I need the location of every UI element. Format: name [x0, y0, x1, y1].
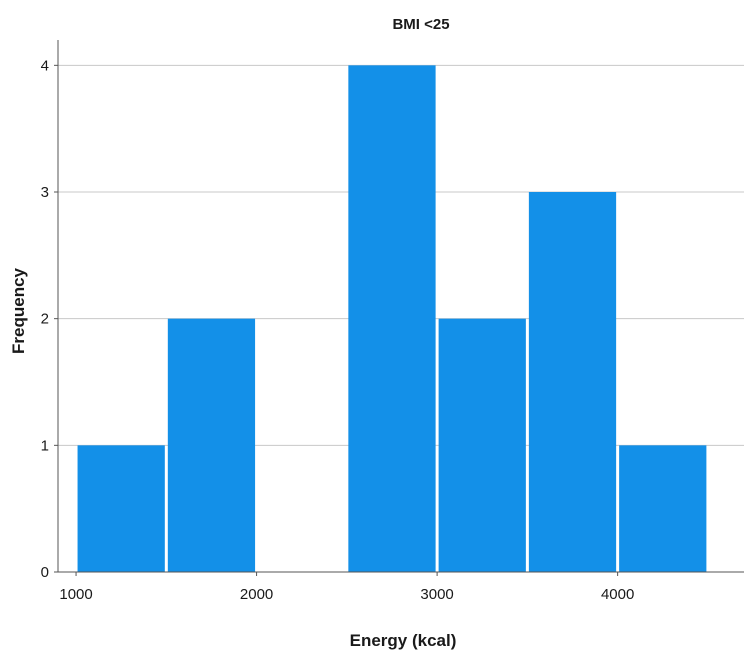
x-tick-label-4000: 4000 — [601, 586, 634, 603]
chart-title: BMI <25 — [392, 16, 449, 33]
bar-1500-2000 — [167, 318, 256, 572]
x-axis-title: Energy (kcal) — [350, 631, 457, 650]
x-tick-labels: 1000 2000 3000 4000 — [59, 572, 634, 603]
y-tick-label-0: 0 — [41, 564, 49, 581]
bar-4000-4500 — [619, 445, 707, 572]
bars — [77, 65, 707, 572]
y-tick-labels: 0 1 2 3 4 — [41, 57, 58, 581]
y-tick-label-3: 3 — [41, 184, 49, 201]
y-axis-title: Frequency — [9, 267, 28, 354]
y-tick-label-1: 1 — [41, 437, 49, 454]
bar-3500-4000 — [528, 192, 617, 572]
x-tick-label-3000: 3000 — [420, 586, 453, 603]
x-tick-label-2000: 2000 — [240, 586, 273, 603]
y-tick-label-2: 2 — [41, 311, 49, 328]
bar-2500-3000 — [348, 65, 436, 572]
y-tick-label-4: 4 — [41, 57, 49, 74]
bar-3000-3500 — [438, 318, 526, 572]
x-tick-label-1000: 1000 — [59, 586, 92, 603]
bar-1000-1500 — [77, 445, 165, 572]
